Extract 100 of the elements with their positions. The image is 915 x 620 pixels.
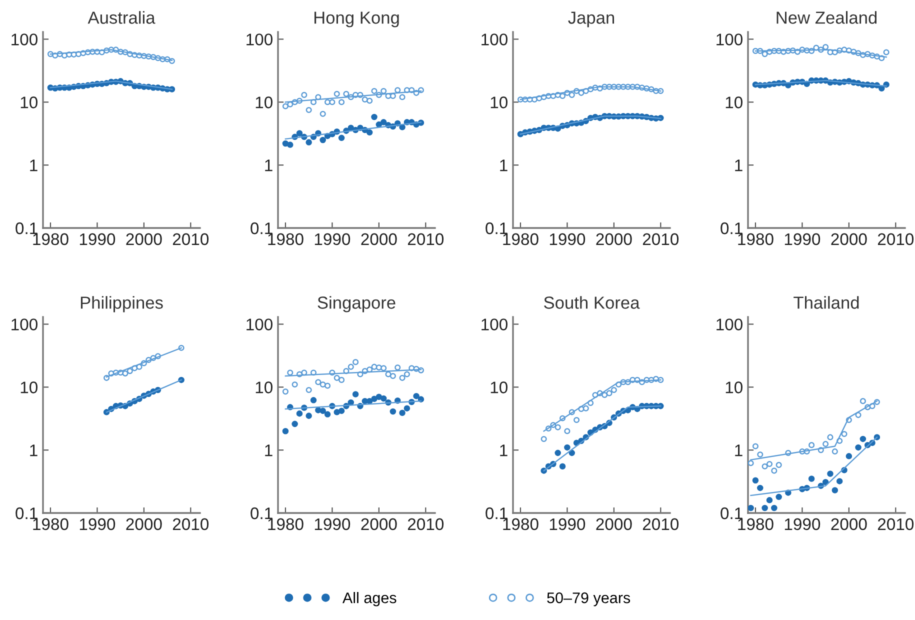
y-tick-label: 100 (246, 318, 272, 330)
legend-label: All ages (342, 592, 396, 606)
x-tick-label: 1990 (784, 518, 820, 530)
x-tick-label: 1980 (738, 518, 774, 530)
point (860, 398, 866, 404)
point (371, 364, 378, 370)
y-tick-label: 1 (30, 444, 38, 456)
point (306, 386, 312, 394)
y-tick-label: 10 (490, 96, 508, 108)
point (390, 373, 396, 380)
point (808, 442, 815, 448)
point (841, 430, 848, 438)
point (822, 478, 829, 486)
point (287, 370, 294, 376)
point (338, 99, 345, 106)
point (399, 94, 406, 100)
y-tick-label: 100 (246, 34, 272, 46)
point (771, 468, 778, 474)
point (394, 364, 401, 371)
x-tick-label: 1980 (268, 233, 304, 246)
point (748, 460, 754, 466)
point (301, 92, 308, 98)
point (371, 88, 378, 94)
y-tick-label: 100 (482, 34, 508, 46)
point (366, 129, 373, 136)
point (292, 420, 298, 428)
point (554, 450, 561, 456)
y-tick-label: 1 (500, 444, 508, 456)
point (855, 412, 862, 418)
point (860, 436, 866, 442)
x-tick-label: 2000 (126, 233, 162, 246)
point (602, 392, 608, 398)
x-tick-label: 1980 (33, 233, 68, 246)
chart-title: Thailand (794, 296, 859, 309)
point (296, 130, 303, 136)
point (610, 386, 617, 394)
point (380, 365, 387, 372)
x-tick-label: 2010 (172, 233, 209, 246)
y-tick-label: 0.1 (486, 222, 508, 234)
x-tick-label: 2010 (642, 233, 679, 246)
point (399, 374, 406, 381)
point (606, 390, 612, 396)
point (883, 49, 890, 56)
point (404, 405, 410, 412)
y-tick-label: 100 (716, 318, 742, 330)
point (352, 391, 359, 398)
chart-title: Singapore (318, 296, 396, 312)
point (320, 381, 326, 388)
x-tick-label: 2010 (878, 233, 914, 246)
point (762, 504, 768, 512)
point (348, 399, 354, 406)
x-tick-label: 1980 (503, 518, 538, 530)
y-tick-label: 0.1 (16, 222, 38, 234)
point (578, 90, 584, 96)
point (390, 408, 396, 415)
x-tick-label: 2000 (596, 518, 632, 530)
point (296, 410, 303, 417)
point (832, 487, 838, 494)
y-tick-label: 0.1 (250, 222, 272, 234)
point (126, 368, 133, 374)
point (762, 51, 768, 58)
point (776, 494, 782, 500)
y-tick-label: 100 (482, 318, 508, 330)
point (564, 444, 570, 451)
x-tick-label: 1990 (314, 233, 350, 246)
point (399, 410, 406, 416)
y-tick-label: 1 (500, 160, 508, 172)
point (413, 392, 420, 400)
point (338, 408, 345, 414)
y-tick-label: 10 (726, 96, 742, 108)
point (568, 450, 576, 456)
x-tick-label: 2010 (172, 518, 209, 530)
chart-title: New Zealand (776, 11, 877, 24)
x-tick-label: 2000 (361, 233, 397, 246)
point (362, 96, 368, 103)
point (371, 114, 378, 120)
y-tick-label: 0.1 (16, 507, 38, 520)
point (306, 139, 312, 146)
point (306, 412, 312, 419)
point (385, 371, 392, 378)
x-tick-label: 1990 (550, 518, 586, 530)
point (338, 134, 345, 142)
point (334, 374, 340, 381)
y-tick-label: 10 (20, 382, 38, 394)
y-tick-label: 0.1 (720, 507, 742, 520)
y-tick-label: 10 (256, 382, 272, 394)
x-tick-label: 1980 (738, 233, 774, 246)
point (352, 359, 359, 366)
y-tick-label: 100 (716, 34, 742, 46)
y-tick-label: 10 (726, 382, 742, 394)
y-tick-label: 10 (256, 96, 272, 108)
point (282, 103, 289, 110)
point (752, 477, 759, 484)
point (380, 395, 387, 402)
y-tick-label: 1 (265, 160, 272, 172)
point (855, 444, 862, 451)
point (808, 476, 815, 482)
chart-title: Japan (568, 12, 614, 28)
point (748, 504, 754, 512)
point (399, 124, 406, 130)
